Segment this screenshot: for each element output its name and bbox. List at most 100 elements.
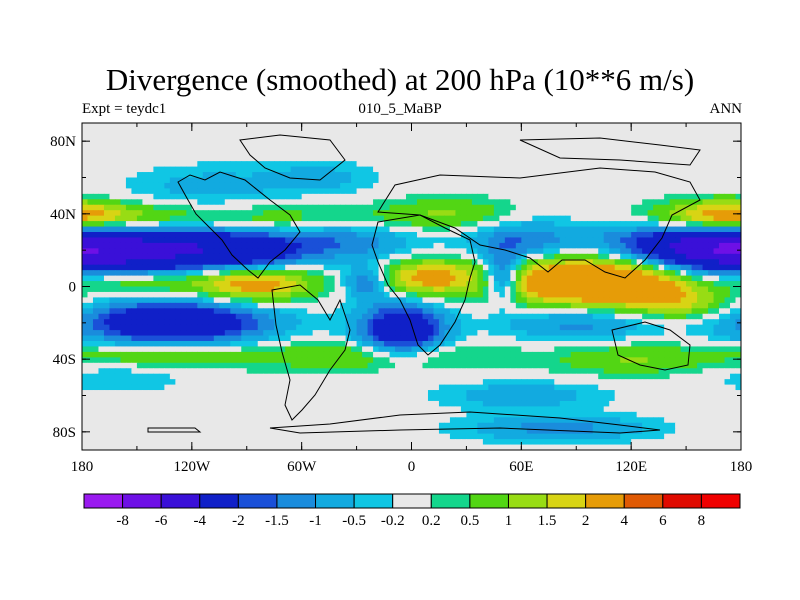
field-cell [318, 346, 325, 353]
field-cell [356, 199, 363, 206]
field-cell [213, 259, 220, 266]
field-cell [427, 242, 434, 249]
field-cell [82, 302, 88, 309]
field-cell [735, 188, 742, 195]
field-cell [631, 313, 638, 320]
field-cell [559, 286, 566, 293]
field-cell [373, 133, 380, 140]
field-cell [526, 341, 533, 347]
field-cell [279, 193, 286, 200]
field-cell [312, 150, 319, 157]
field-cell [323, 259, 330, 266]
field-cell [367, 204, 374, 211]
field-cell [713, 177, 720, 184]
field-cell [290, 291, 297, 298]
field-cell [114, 150, 121, 157]
field-cell [636, 232, 643, 238]
field-cell [114, 177, 121, 184]
field-cell [581, 177, 588, 184]
field-cell [186, 155, 193, 162]
field-cell [526, 335, 533, 342]
field-cell [296, 264, 303, 271]
field-cell [92, 188, 99, 195]
field-cell [724, 270, 731, 277]
field-cell [252, 144, 259, 151]
field-cell [471, 319, 478, 326]
field-cell [268, 166, 275, 173]
field-cell [532, 188, 539, 195]
field-cell [296, 161, 303, 168]
field-cell [246, 193, 253, 200]
field-cell [356, 291, 363, 298]
field-cell [625, 204, 632, 211]
field-cell [735, 319, 742, 326]
field-cell [460, 128, 467, 135]
field-cell [493, 139, 500, 146]
field-cell [499, 302, 506, 309]
field-cell [213, 166, 220, 173]
field-cell [631, 253, 638, 260]
field-cell [598, 215, 605, 222]
field-cell [477, 177, 484, 184]
field-cell [224, 204, 231, 211]
field-cell [455, 204, 462, 211]
field-cell [493, 232, 500, 238]
field-cell [713, 161, 720, 168]
field-cell [570, 215, 577, 222]
field-cell [521, 161, 528, 168]
field-cell [279, 199, 286, 206]
field-cell [323, 291, 330, 298]
field-cell [125, 264, 132, 271]
field-cell [416, 324, 423, 331]
field-cell [686, 155, 693, 162]
field-cell [427, 237, 434, 244]
field-cell [301, 324, 308, 331]
field-cell [488, 144, 495, 151]
field-cell [548, 308, 555, 315]
field-cell [559, 150, 566, 157]
field-cell [191, 199, 198, 206]
field-cell [411, 302, 418, 309]
field-cell [636, 199, 643, 206]
field-cell [285, 324, 292, 331]
field-cell [153, 182, 160, 189]
field-cell [224, 182, 231, 189]
field-cell [581, 275, 588, 282]
field-cell [686, 128, 693, 135]
field-cell [477, 308, 484, 315]
field-cell [389, 188, 396, 195]
field-cell [488, 193, 495, 200]
field-cell [724, 139, 731, 146]
field-cell [675, 150, 682, 157]
field-cell [713, 204, 720, 211]
field-cell [318, 155, 325, 162]
field-cell [373, 232, 380, 238]
field-cell [609, 291, 616, 298]
field-cell [515, 172, 522, 178]
field-cell [362, 297, 369, 304]
field-cell [565, 335, 572, 342]
field-cell [103, 330, 110, 337]
field-cell [438, 270, 445, 277]
field-cell [213, 182, 220, 189]
field-cell [411, 259, 418, 266]
field-cell [334, 128, 341, 135]
field-cell [257, 237, 264, 244]
field-cell [114, 286, 121, 293]
field-cell [378, 193, 385, 200]
field-cell [367, 319, 374, 326]
field-cell [554, 341, 561, 347]
field-cell [406, 341, 412, 347]
field-cell [307, 302, 314, 309]
field-cell [180, 204, 187, 211]
field-cell [136, 237, 143, 244]
field-cell [87, 308, 94, 315]
field-cell [647, 330, 654, 337]
field-cell [268, 324, 275, 331]
field-cell [686, 123, 693, 129]
field-cell [136, 133, 143, 140]
field-cell [526, 330, 533, 337]
field-cell [301, 275, 308, 282]
field-cell [477, 286, 484, 293]
field-cell [351, 182, 358, 189]
